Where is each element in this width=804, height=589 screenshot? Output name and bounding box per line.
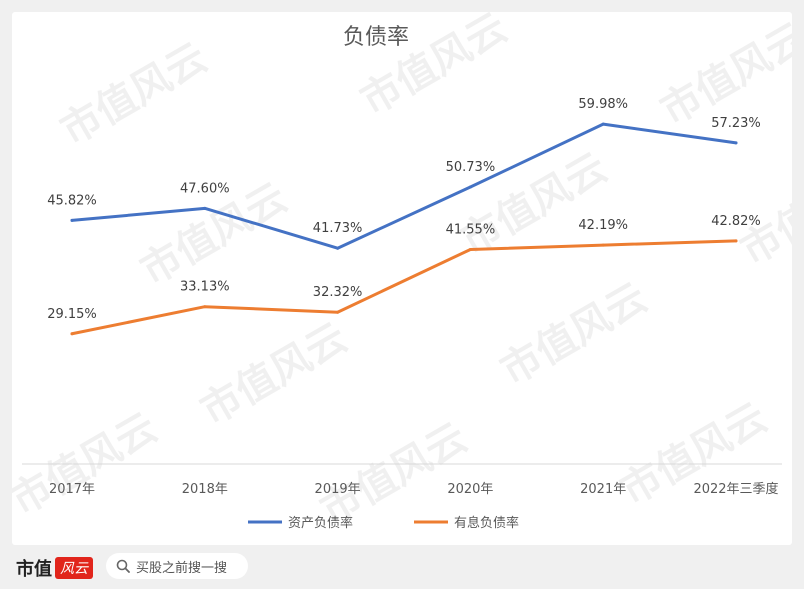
data-label: 41.73% [313, 221, 363, 236]
x-tick-label: 2018年 [182, 482, 228, 497]
data-label: 47.60% [180, 181, 230, 196]
data-point [203, 206, 207, 210]
data-label: 32.32% [313, 285, 363, 300]
data-label: 29.15% [47, 307, 97, 322]
x-tick-label: 2021年 [580, 482, 626, 497]
data-point [70, 218, 74, 222]
data-point [203, 305, 207, 309]
x-tick-label: 2017年 [49, 482, 95, 497]
search-icon [116, 559, 130, 573]
series-line-1 [70, 122, 738, 250]
legend-label: 有息负债率 [454, 515, 519, 531]
x-tick-label: 2020年 [447, 482, 493, 497]
data-point [734, 141, 738, 145]
data-label: 42.19% [578, 218, 628, 233]
brand-text: 市值 [16, 559, 52, 580]
search-box[interactable]: 买股之前搜一搜 [106, 553, 248, 579]
x-tick-label: 2022年三季度 [693, 481, 778, 497]
data-point [70, 332, 74, 336]
data-point [601, 122, 605, 126]
brand-logo: 市值 风云 [16, 555, 93, 581]
x-tick-label: 2019年 [315, 482, 361, 497]
data-label: 45.82% [47, 193, 97, 208]
line-chart: 负债率 2017年 2018年 2019年 2020年 2021年 2022年三季度 45.8… [22, 25, 782, 531]
data-label: 41.55% [446, 222, 496, 237]
data-label: 57.23% [711, 116, 761, 131]
data-label: 42.82% [711, 214, 761, 229]
data-point [336, 246, 340, 250]
data-point [734, 239, 738, 243]
data-label: 59.98% [578, 97, 628, 112]
data-point [336, 310, 340, 314]
series-line-2 [70, 239, 738, 336]
brand-seal: 风云 [55, 557, 93, 579]
data-point [468, 247, 472, 251]
data-point [468, 185, 472, 189]
data-label: 33.13% [180, 280, 230, 295]
data-point [601, 243, 605, 247]
footer-bar: 市值 风云 买股之前搜一搜 [0, 545, 804, 589]
chart-title: 负债率 [343, 25, 409, 50]
legend-label: 资产负债率 [288, 515, 353, 531]
search-placeholder: 买股之前搜一搜 [136, 560, 228, 576]
chart-card: 市值风云 市值风云 市值风云 市值风云 市值风云 市值风云 市值风云 市值风云 … [12, 12, 792, 545]
data-label: 50.73% [446, 160, 496, 175]
